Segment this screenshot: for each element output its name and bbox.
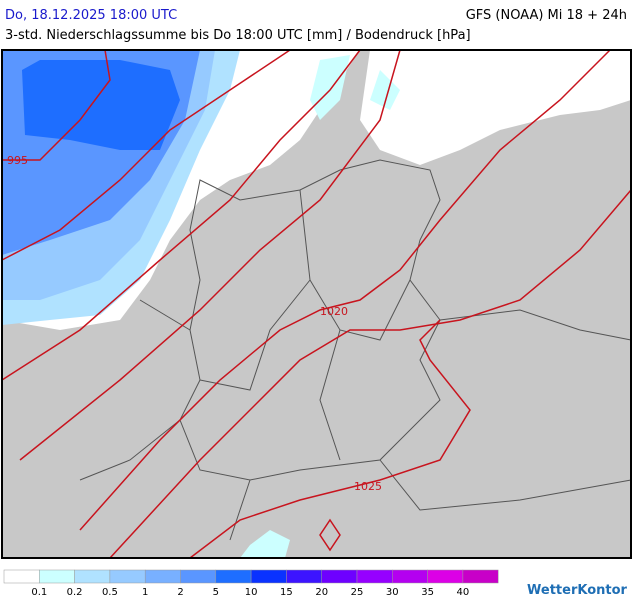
isobar-label: 995 — [7, 154, 28, 167]
legend-label: 1 — [142, 587, 148, 598]
legend-label: 2 — [177, 587, 183, 598]
legend-label: 5 — [213, 587, 219, 598]
legend-swatch — [462, 569, 499, 584]
legend-swatch — [427, 569, 464, 584]
map-frame — [1, 49, 632, 559]
legend-swatch — [356, 569, 393, 584]
legend-swatch — [286, 569, 322, 584]
legend-label: 15 — [280, 587, 293, 598]
legend-swatch — [109, 569, 146, 584]
isobars — [1, 49, 632, 559]
legend-swatch — [74, 569, 111, 584]
legend-swatch — [321, 569, 358, 584]
legend-swatch — [144, 569, 181, 584]
precip-0.1 — [310, 55, 400, 120]
legend-label: 20 — [315, 587, 328, 598]
legend-swatch — [39, 569, 75, 584]
brand: WetterKontor — [527, 583, 628, 598]
legend-swatch — [250, 569, 287, 584]
model-run: GFS (NOAA) Mi 18 + 24h — [466, 8, 627, 23]
title: Do, 18.12.2025 18:00 UTC — [5, 8, 177, 23]
legend-label: 0.1 — [31, 587, 47, 598]
legend-label: 40 — [457, 587, 470, 598]
isobar-label: 1025 — [354, 480, 382, 493]
legend-swatch — [3, 569, 40, 584]
precip-alps — [240, 530, 290, 558]
map: 995 1020 1025 — [1, 49, 632, 559]
legend-label: 0.2 — [67, 587, 83, 598]
baltic-sea — [360, 50, 631, 165]
subtitle: 3-std. Niederschlagssumme bis Do 18:00 U… — [5, 28, 471, 43]
borders — [79, 159, 632, 541]
legend-label: 35 — [421, 587, 434, 598]
precip-10 — [22, 60, 180, 150]
legend-swatch — [215, 569, 252, 584]
legend-label: 0.5 — [102, 587, 118, 598]
legend-swatch — [180, 569, 217, 584]
legend-label: 25 — [351, 587, 364, 598]
legend-label: 30 — [386, 587, 399, 598]
legend-label: 10 — [245, 587, 258, 598]
legend-swatch — [392, 569, 428, 584]
legend: 0.1 0.2 0.5 1 2 5 10 15 20 25 30 35 40 — [3, 569, 499, 598]
isobar-label: 1020 — [320, 305, 348, 318]
